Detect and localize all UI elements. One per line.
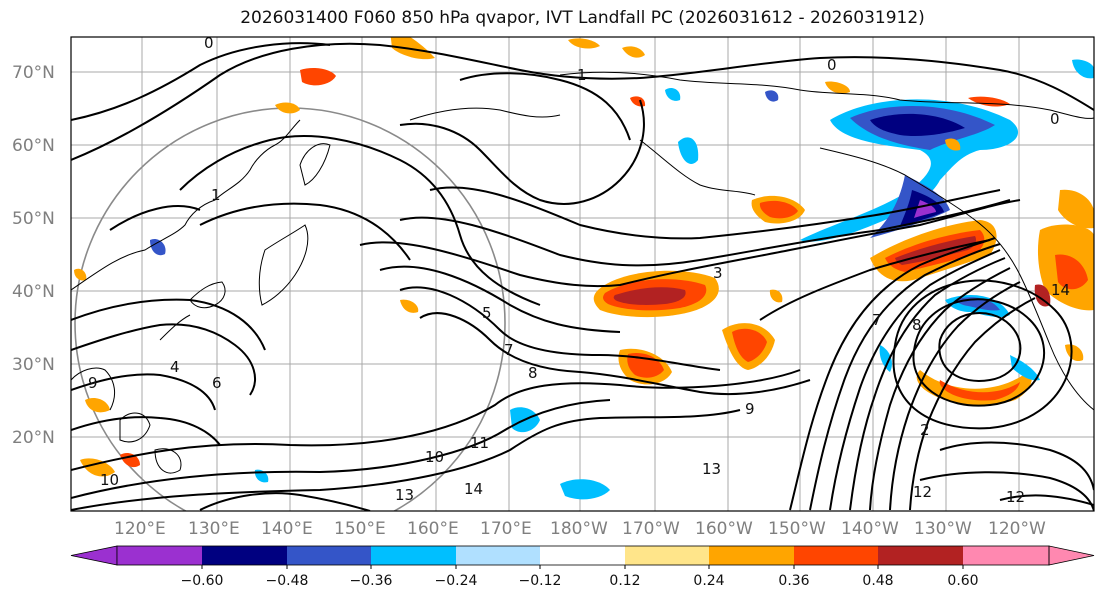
contour-label: 1: [211, 186, 221, 204]
colorbar-tick-label: 0.36: [778, 573, 809, 589]
contour-label: 4: [170, 358, 180, 376]
contour-label: 5: [482, 304, 492, 322]
contour-label: 7: [872, 311, 882, 329]
shaded-anomaly-patches: [74, 37, 1094, 500]
colorbar-segment: [371, 546, 456, 565]
lon-label: 180°W: [550, 519, 608, 539]
colorbar-tick-label: −0.24: [435, 573, 478, 589]
lat-label: 70°N: [12, 63, 55, 83]
contour-label: 0: [1050, 110, 1060, 128]
colorbar-segment: [117, 546, 202, 565]
lon-label: 120°W: [988, 519, 1046, 539]
contour-label: 14: [464, 480, 483, 498]
contour-label: 9: [88, 374, 98, 392]
lon-label: 130°E: [188, 519, 240, 539]
colorbar-tick-label: −0.36: [350, 573, 393, 589]
longitude-labels: 120°E 130°E 140°E 150°E 160°E 170°E 180°…: [114, 519, 1046, 539]
contour-label: 12: [913, 483, 932, 501]
colorbar-segment: [202, 546, 287, 565]
lon-label: 120°E: [114, 519, 166, 539]
latitude-labels: 70°N 60°N 50°N 40°N 30°N 20°N: [12, 63, 55, 448]
contour-label: 11: [470, 434, 489, 452]
graticule: [71, 37, 1094, 511]
contour-label: 13: [395, 486, 414, 504]
colorbar-segment: [878, 546, 963, 565]
contour-label: 8: [528, 364, 538, 382]
contour-label: 9: [745, 400, 755, 418]
contour-label: 10: [100, 471, 119, 489]
lon-label: 140°E: [261, 519, 313, 539]
colorbar-segment: [456, 546, 540, 565]
contour-label: 0: [204, 34, 214, 52]
lon-label: 170°W: [622, 519, 680, 539]
colorbar-tick-label: 0.60: [947, 573, 978, 589]
lat-label: 50°N: [12, 209, 55, 229]
colorbar-extend-low: [70, 545, 118, 566]
colorbar-tick-label: −0.12: [519, 573, 562, 589]
contour-label: 1: [577, 66, 587, 84]
contour-label: 10: [425, 448, 444, 466]
contour-label: 3: [713, 264, 723, 282]
lon-label: 150°E: [334, 519, 386, 539]
colorbar-segment: [625, 546, 709, 565]
colorbar-outline: [116, 545, 1050, 566]
colorbar-tick-label: 0.48: [862, 573, 893, 589]
contour-label: 13: [702, 460, 721, 478]
map-frame: [70, 36, 1095, 512]
contour-label: 2: [920, 421, 930, 439]
lat-label: 60°N: [12, 136, 55, 156]
contour-lines: [71, 42, 1094, 511]
colorbar-segment: [794, 546, 878, 565]
colorbar-segment: [287, 546, 371, 565]
figure-title: 2026031400 F060 850 hPa qvapor, IVT Land…: [240, 8, 925, 28]
lon-label: 160°E: [407, 519, 459, 539]
colorbar-tick-label: 0.24: [693, 573, 724, 589]
colorbar: −0.60 −0.48 −0.36 −0.24 −0.12 0.12 0.24 0.36 0.4…: [70, 545, 1095, 589]
colorbar-segment: [709, 546, 794, 565]
contour-label: 12: [1006, 488, 1025, 506]
lon-label: 150°W: [768, 519, 826, 539]
colorbar-tick-label: 0.12: [609, 573, 640, 589]
contour-label: 8: [912, 316, 922, 334]
contour-label-layer: 0 1 0 1 0 3 5 7 8 9 10 11 13 14 13 12 12…: [88, 34, 1070, 506]
lon-label: 160°W: [695, 519, 753, 539]
contour-label: 14: [1051, 281, 1070, 299]
lat-label: 40°N: [12, 282, 55, 302]
contour-label: 0: [827, 56, 837, 74]
lat-label: 20°N: [12, 428, 55, 448]
lon-label: 140°W: [841, 519, 899, 539]
contour-label: 6: [212, 374, 222, 392]
lon-label: 170°E: [480, 519, 532, 539]
lat-label: 30°N: [12, 355, 55, 375]
colorbar-tick-label: −0.60: [181, 573, 224, 589]
colorbar-tick-label: −0.48: [266, 573, 309, 589]
lon-label: 130°W: [914, 519, 972, 539]
contour-label: 7: [504, 341, 514, 359]
colorbar-extend-high: [1048, 545, 1095, 566]
colorbar-segment: [540, 546, 625, 565]
colorbar-segment: [963, 546, 1049, 565]
